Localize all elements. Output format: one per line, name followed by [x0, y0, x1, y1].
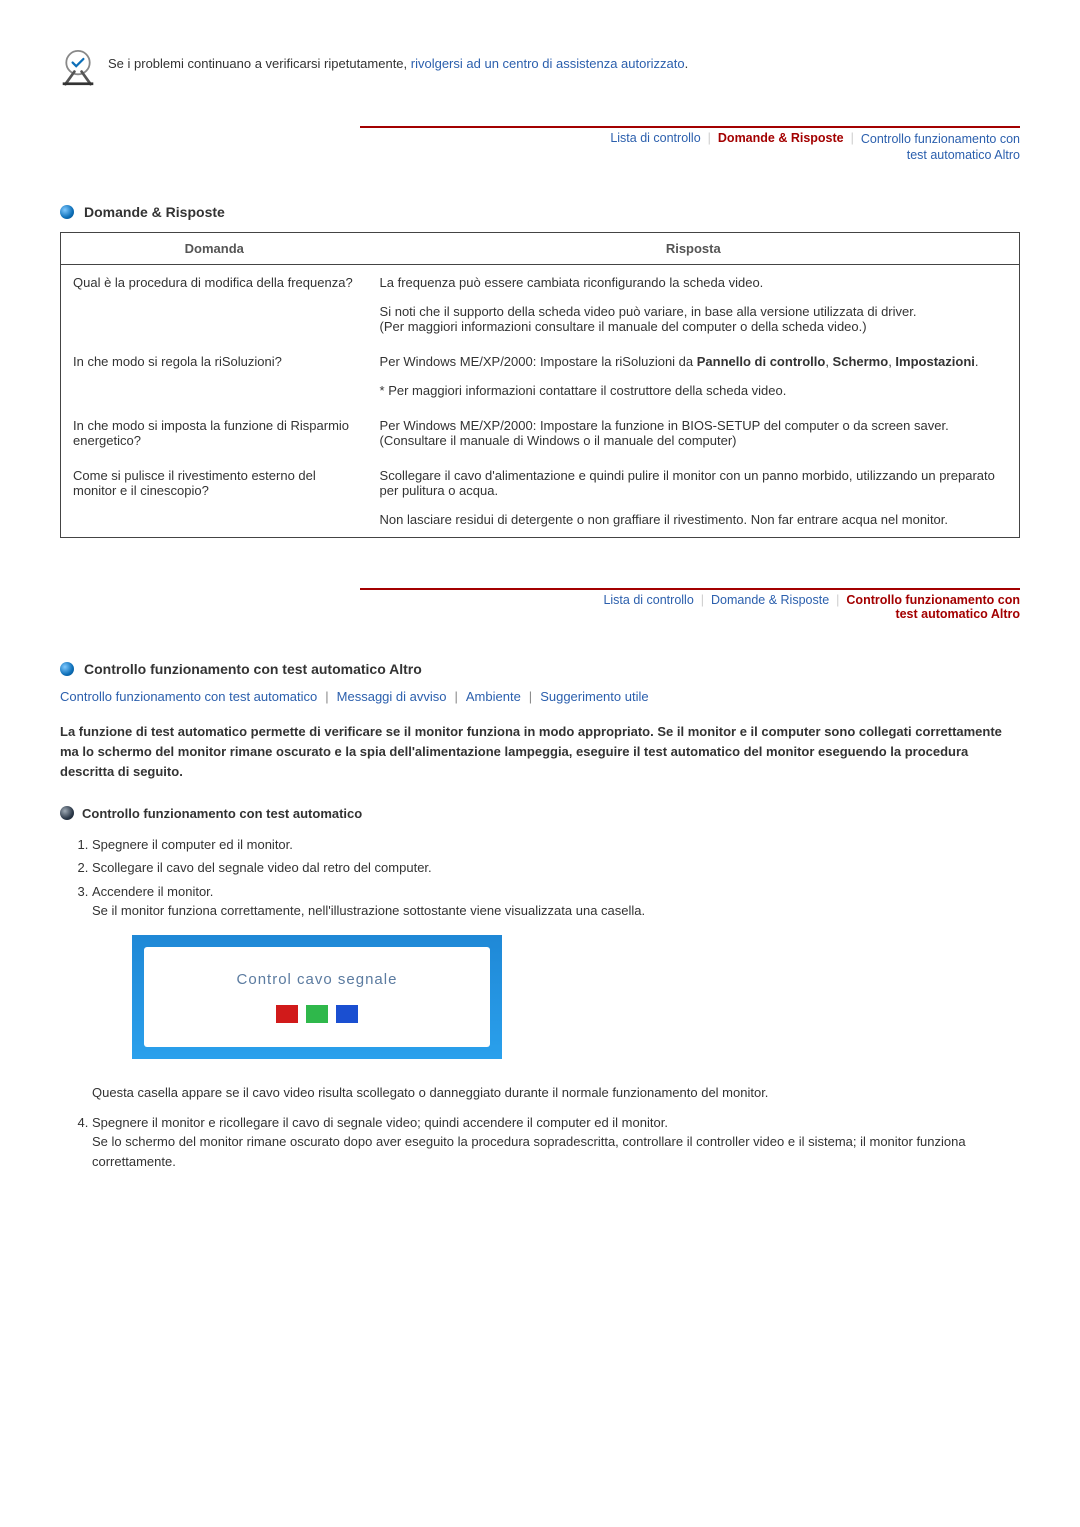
qa-a-bold: Pannello di controllo	[697, 354, 826, 369]
header-note: Se i problemi continuano a verificarsi r…	[60, 50, 1020, 86]
table-row: In che modo si imposta la funzione di Ri…	[61, 408, 1019, 458]
nav-sep: |	[848, 131, 857, 164]
sublink-messaggi[interactable]: Messaggi di avviso	[337, 689, 447, 704]
qa-a-text: La frequenza può essere cambiata riconfi…	[380, 275, 1007, 290]
step-text: Questa casella appare se il cavo video r…	[92, 1083, 1020, 1103]
green-square-icon	[306, 1005, 328, 1023]
qa-a: La frequenza può essere cambiata riconfi…	[368, 265, 1019, 344]
sublink-sep: |	[446, 689, 465, 704]
signal-box-wrap: Control cavo segnale	[132, 935, 1020, 1060]
qa-a: Per Windows ME/XP/2000: Impostare la riS…	[368, 344, 1019, 408]
bullet-icon	[60, 205, 74, 219]
qa-table-head: Domanda Risposta	[61, 233, 1019, 265]
service-center-link[interactable]: rivolgersi ad un centro di assistenza au…	[411, 56, 685, 71]
nav-sep: |	[705, 131, 714, 164]
list-item: Scollegare il cavo del segnale video dal…	[92, 858, 1020, 878]
nav-items-2: Lista di controllo | Domande & Risposte …	[360, 593, 1020, 621]
table-row: In che modo si regola la riSoluzioni? Pe…	[61, 344, 1019, 408]
bullet-icon	[60, 806, 74, 820]
qa-a-post: .	[975, 354, 979, 369]
qa-a: Scollegare il cavo d'alimentazione e qui…	[368, 458, 1019, 537]
sublink-sep: |	[521, 689, 540, 704]
step-text: Accendere il monitor.	[92, 884, 213, 899]
nav-bar-2: Lista di controllo | Domande & Risposte …	[360, 588, 1020, 621]
qa-a-text: * Per maggiori informazioni contattare i…	[380, 383, 1007, 398]
subsection-header: Controllo funzionamento con test automat…	[60, 806, 1020, 821]
nav-sep: |	[698, 593, 707, 621]
qa-head-q: Domanda	[61, 233, 368, 264]
sublink-ambiente[interactable]: Ambiente	[466, 689, 521, 704]
sublink-sep: |	[317, 689, 336, 704]
tools-icon	[60, 50, 96, 86]
qa-a-pre: Per Windows ME/XP/2000: Impostare la riS…	[380, 354, 697, 369]
nav-lista-controllo[interactable]: Lista di controllo	[610, 131, 700, 164]
qa-a-text: Scollegare il cavo d'alimentazione e qui…	[380, 468, 1007, 498]
qa-a-bold: Schermo	[833, 354, 889, 369]
list-item: Spegnere il monitor e ricollegare il cav…	[92, 1113, 1020, 1172]
qa-table: Domanda Risposta Qual è la procedura di …	[60, 232, 1020, 538]
nav-controllo-funzionamento[interactable]: Controllo funzionamento contest automati…	[861, 131, 1020, 164]
signal-label: Control cavo segnale	[154, 969, 480, 992]
step-text: Se il monitor funziona correttamente, ne…	[92, 903, 645, 918]
nav-divider	[360, 126, 1020, 128]
nav-domande-risposte[interactable]: Domande & Risposte	[718, 131, 844, 164]
qa-table-body: Qual è la procedura di modifica della fr…	[61, 265, 1019, 537]
qa-a-bold: Impostazioni	[895, 354, 974, 369]
qa-a-text: Non lasciare residui di detergente o non…	[380, 512, 1007, 527]
nav-controllo-funzionamento[interactable]: Controllo funzionamento contest automati…	[846, 593, 1020, 621]
blue-square-icon	[336, 1005, 358, 1023]
step-text: Se lo schermo del monitor rimane oscurat…	[92, 1134, 966, 1169]
qa-q: Come si pulisce il rivestimento esterno …	[61, 458, 368, 537]
header-note-post: .	[685, 56, 689, 71]
section-header-selftest: Controllo funzionamento con test automat…	[60, 661, 1020, 677]
header-note-text: Se i problemi continuano a verificarsi r…	[108, 50, 688, 74]
page-root: Se i problemi continuano a verificarsi r…	[0, 0, 1080, 1241]
qa-a: Per Windows ME/XP/2000: Impostare la fun…	[368, 408, 1019, 458]
intro-bold: La funzione di test automatico permette …	[60, 722, 1020, 782]
selftest-title: Controllo funzionamento con test automat…	[84, 661, 422, 677]
qa-q: In che modo si regola la riSoluzioni?	[61, 344, 368, 408]
qa-q: In che modo si imposta la funzione di Ri…	[61, 408, 368, 458]
nav-lista-controllo[interactable]: Lista di controllo	[603, 593, 693, 621]
nav-sep: |	[833, 593, 842, 621]
table-row: Qual è la procedura di modifica della fr…	[61, 265, 1019, 344]
signal-box-inner: Control cavo segnale	[144, 947, 490, 1048]
red-square-icon	[276, 1005, 298, 1023]
sublinks: Controllo funzionamento con test automat…	[60, 689, 1020, 704]
qa-a-text: Si noti che il supporto della scheda vid…	[380, 304, 1007, 334]
rgb-squares	[154, 1005, 480, 1023]
bullet-icon	[60, 662, 74, 676]
qa-q: Qual è la procedura di modifica della fr…	[61, 265, 368, 344]
qa-a-mid: ,	[825, 354, 832, 369]
header-note-pre: Se i problemi continuano a verificarsi r…	[108, 56, 411, 71]
nav-divider	[360, 588, 1020, 590]
nav-items-1: Lista di controllo | Domande & Risposte …	[360, 131, 1020, 164]
subsection-title: Controllo funzionamento con test automat…	[82, 806, 362, 821]
nav-bar-1: Lista di controllo | Domande & Risposte …	[360, 126, 1020, 164]
qa-a-text: Per Windows ME/XP/2000: Impostare la riS…	[380, 354, 1007, 369]
nav-domande-risposte[interactable]: Domande & Risposte	[711, 593, 829, 621]
signal-box: Control cavo segnale	[132, 935, 502, 1060]
sublink-suggerimento[interactable]: Suggerimento utile	[540, 689, 648, 704]
list-item: Accendere il monitor. Se il monitor funz…	[92, 882, 1020, 1103]
qa-head-a: Risposta	[368, 233, 1019, 264]
section-header-qa: Domande & Risposte	[60, 204, 1020, 220]
step-text: Spegnere il monitor e ricollegare il cav…	[92, 1115, 668, 1130]
steps-list: Spegnere il computer ed il monitor. Scol…	[60, 835, 1020, 1172]
qa-title: Domande & Risposte	[84, 204, 225, 220]
sublink-controllo[interactable]: Controllo funzionamento con test automat…	[60, 689, 317, 704]
list-item: Spegnere il computer ed il monitor.	[92, 835, 1020, 855]
table-row: Come si pulisce il rivestimento esterno …	[61, 458, 1019, 537]
